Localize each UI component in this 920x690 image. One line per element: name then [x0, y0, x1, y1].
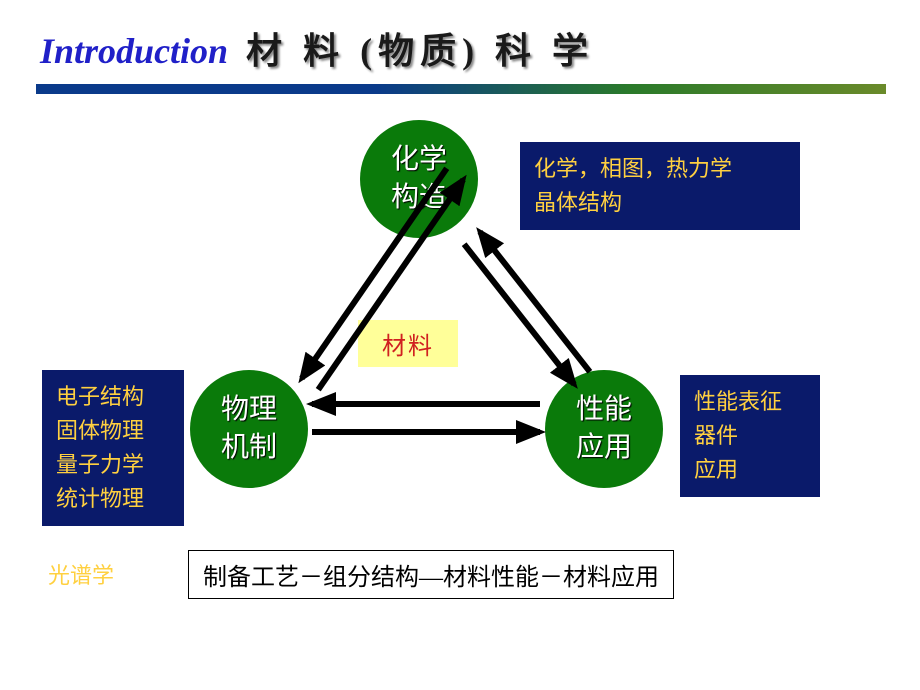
relationship-arrows — [0, 0, 920, 690]
